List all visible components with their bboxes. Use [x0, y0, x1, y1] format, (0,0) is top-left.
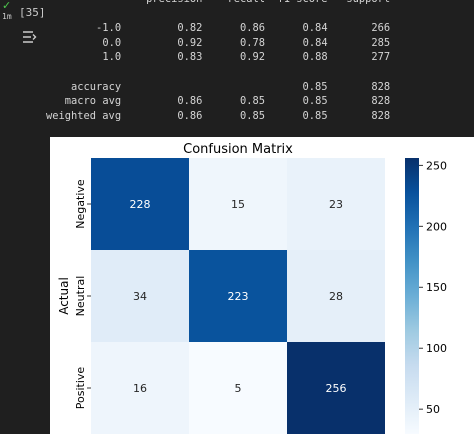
report-row-label: -1.0	[96, 22, 122, 35]
report-f1-value: 0.88	[302, 51, 328, 64]
report-f1-value: 0.85	[302, 109, 328, 122]
colorbar-tick-label: 250	[426, 159, 447, 172]
heatmap-cell	[91, 342, 189, 434]
report-f1-value: 0.84	[302, 22, 328, 35]
report-precision-value: 0.92	[177, 36, 203, 49]
report-recall-value: 0.86	[239, 22, 265, 35]
report-row-label: weighted avg	[46, 109, 122, 122]
colorbar-tick-label: 150	[426, 281, 447, 294]
report-header-2: f1-score	[278, 0, 328, 5]
classification-report: precision recall f1-score support -1.0 0…	[46, 0, 390, 123]
heatmap-cell	[189, 342, 287, 434]
y-axis-label: Actual	[57, 277, 71, 315]
report-row-label: macro avg	[64, 95, 122, 108]
cell-value-label: 23	[329, 198, 343, 211]
cell-value-label: 228	[130, 198, 151, 211]
report-f1-value: 0.84	[302, 36, 328, 49]
heatmap-cell	[287, 342, 385, 434]
cell-value-label: 16	[133, 382, 147, 395]
y-tick-label: Positive	[74, 367, 87, 410]
report-precision-value: 0.82	[177, 22, 203, 35]
heatmap-cell	[287, 158, 385, 250]
colorbar	[405, 158, 419, 434]
y-tick-label: Neutral	[74, 276, 87, 317]
cell-gutter: ✓ 1m [35]	[0, 0, 46, 434]
report-recall-value: 0.92	[239, 51, 266, 64]
report-header-0: precision	[146, 0, 202, 5]
report-precision-value: 0.86	[177, 95, 203, 108]
colorbar-tick-label: 100	[426, 342, 447, 355]
report-header-1: recall	[227, 0, 265, 5]
report-precision-value: 0.83	[177, 51, 203, 64]
report-precision-value: 0.86	[177, 109, 203, 122]
execution-time: 1m	[2, 12, 12, 21]
report-support-value: 828	[371, 109, 391, 122]
report-support-value: 828	[371, 95, 391, 108]
report-row-label: 0.0	[102, 36, 122, 49]
report-recall-value: 0.78	[239, 36, 266, 49]
report-row-label: 1.0	[102, 51, 122, 64]
cell-value-label: 15	[231, 198, 245, 211]
report-support-value: 828	[371, 80, 391, 93]
report-f1-value: 0.85	[302, 95, 328, 108]
colorbar-tick-label: 50	[426, 403, 440, 416]
heatmap-cell	[189, 250, 287, 342]
check-icon: ✓	[2, 0, 12, 12]
report-row-label: accuracy	[71, 80, 122, 93]
cell-value-label: 34	[133, 290, 147, 303]
output-actions-icon[interactable]	[22, 30, 38, 44]
confusion-matrix-plot: Confusion Matrix 228 15 23 34 223 28 16 5 256 Nega…	[50, 137, 474, 434]
heatmap-cell	[91, 250, 189, 342]
cell-value-label: 223	[228, 290, 249, 303]
cell-value-label: 5	[235, 382, 242, 395]
cell-value-label: 28	[329, 290, 343, 303]
report-f1-value: 0.85	[302, 80, 328, 93]
heatmap-cell	[287, 250, 385, 342]
heatmap-cell	[91, 158, 189, 250]
confusion-matrix-heatmap: Confusion Matrix 228 15 23 34 223 28 16 5 256 Nega…	[57, 142, 447, 434]
report-recall-value: 0.85	[239, 95, 266, 108]
report-support-value: 285	[371, 36, 391, 49]
report-support-value: 277	[371, 51, 391, 64]
report-recall-value: 0.85	[239, 109, 265, 122]
execution-count: [35]	[19, 6, 46, 19]
y-tick-label: Negative	[74, 179, 87, 229]
report-support-value: 266	[371, 22, 391, 35]
colorbar-tick-label: 200	[426, 220, 447, 233]
heatmap-cell	[189, 158, 287, 250]
report-header-3: support	[346, 0, 390, 5]
chart-title: Confusion Matrix	[183, 142, 293, 157]
cell-value-label: 256	[326, 382, 347, 395]
